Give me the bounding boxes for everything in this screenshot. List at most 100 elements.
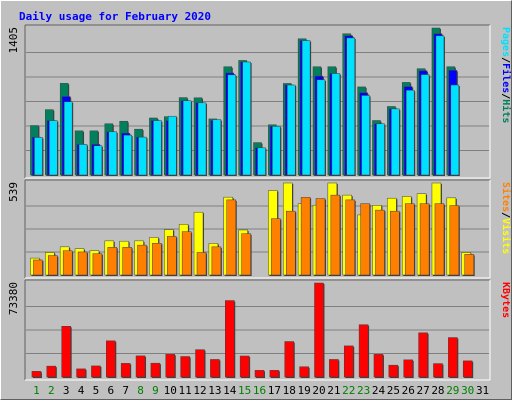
x-tick-label-day-1: 1	[33, 384, 40, 397]
x-tick-label-day-5: 5	[93, 384, 100, 397]
legend-text: KBytes	[500, 282, 511, 318]
bar-kbytes-day-12	[195, 349, 205, 378]
x-tick-label-day-29: 29	[446, 384, 459, 397]
x-tick-label-day-17: 17	[268, 384, 281, 397]
legend: Pages/Files/Hits	[500, 27, 512, 123]
bar-kbytes-day-14	[225, 300, 235, 378]
x-tick-label-day-23: 23	[357, 384, 370, 397]
bar-sites-day-19	[300, 197, 311, 276]
bar-sites-day-25	[390, 210, 400, 276]
bar-sites-day-23	[360, 203, 370, 276]
chart-title: Daily usage for February 2020	[19, 10, 211, 23]
bar-sites-day-10	[167, 236, 177, 276]
bar-pages-day-18	[286, 84, 296, 176]
x-tick-label-day-24: 24	[372, 384, 386, 397]
bar-pages-day-8	[138, 136, 147, 176]
x-tick-label-day-3: 3	[63, 384, 70, 397]
bar-sites-day-7	[122, 247, 132, 276]
bar-kbytes-day-10	[165, 354, 176, 378]
panel-1: 1405 Pages/Files/Hits	[7, 24, 512, 179]
bar-kbytes-day-21	[329, 359, 339, 378]
x-tick-label-day-18: 18	[283, 384, 296, 397]
bar-pages-day-10	[168, 115, 177, 176]
x-tick-label-day-27: 27	[416, 384, 429, 397]
x-tick-label-day-26: 26	[402, 384, 415, 397]
x-tick-label-day-25: 25	[387, 384, 400, 397]
legend-kbytes: KBytes	[500, 282, 511, 318]
legend-text: Pages/Files/Hits	[500, 27, 512, 123]
legend-sites: Sites	[500, 182, 512, 212]
bar-pages-day-4	[78, 144, 88, 176]
legend-files: Files	[500, 63, 512, 93]
x-tick-label-day-8: 8	[137, 384, 144, 397]
bar-kbytes-day-28	[433, 363, 443, 378]
x-tick-label-day-22: 22	[342, 384, 355, 397]
bar-pages-day-26	[405, 90, 415, 176]
bar-sites-day-13	[211, 246, 222, 276]
bar-pages-day-5	[93, 145, 103, 176]
x-tick-label-day-4: 4	[78, 384, 85, 397]
bar-kbytes-day-1	[31, 371, 42, 378]
bar-pages-day-27	[420, 74, 430, 176]
bar-kbytes-day-26	[403, 359, 413, 378]
x-tick-label-day-11: 11	[179, 384, 192, 397]
bar-kbytes-day-30	[462, 360, 473, 378]
bar-sites-day-22	[345, 199, 355, 276]
legend-hits: Hits	[500, 99, 512, 123]
bar-pages-day-23	[361, 95, 370, 176]
bar-pages-day-6	[108, 131, 118, 176]
bar-kbytes-day-2	[46, 365, 57, 378]
legend: Sites/Visits	[500, 182, 512, 254]
x-tick-label-day-31: 31	[476, 384, 489, 397]
bar-sites-day-1	[33, 259, 43, 276]
bar-pages-day-22	[346, 37, 355, 176]
x-tick-label-day-20: 20	[312, 384, 325, 397]
x-tick-label-day-15: 15	[238, 384, 251, 397]
bar-sites-day-11	[181, 231, 192, 276]
bar-pages-day-17	[272, 126, 281, 176]
y-axis-max-label: 73380	[7, 282, 20, 315]
bar-pages-day-28	[435, 35, 445, 176]
legend-pages: Pages	[500, 27, 511, 57]
bar-pages-day-2	[49, 120, 58, 176]
bar-pages-day-15	[242, 61, 251, 176]
legend-separator: /	[500, 93, 511, 99]
legend-separator: /	[500, 212, 511, 218]
bar-kbytes-day-5	[91, 365, 101, 378]
bar-kbytes-day-9	[150, 362, 161, 378]
bar-kbytes-day-8	[135, 355, 146, 378]
bar-kbytes-day-25	[388, 364, 399, 378]
bar-sites-day-27	[419, 203, 430, 276]
bar-kbytes-day-22	[343, 345, 354, 378]
bar-kbytes-day-7	[120, 363, 131, 378]
bar-kbytes-day-23	[358, 324, 369, 378]
bar-sites-day-24	[375, 209, 385, 276]
bar-kbytes-day-16	[254, 370, 265, 378]
x-tick-label-day-7: 7	[122, 384, 129, 397]
bar-sites-day-28	[434, 203, 445, 276]
panel-3: 73380 KBytes	[7, 279, 511, 381]
bar-kbytes-day-15	[239, 355, 250, 378]
bar-pages-day-20	[316, 79, 326, 176]
bar-kbytes-day-11	[180, 356, 190, 378]
bar-sites-day-12	[196, 252, 207, 276]
bar-sites-day-2	[48, 255, 58, 276]
bar-sites-day-17	[271, 218, 281, 276]
bar-pages-day-11	[182, 100, 192, 176]
bar-kbytes-day-3	[61, 326, 71, 378]
bar-pages-day-1	[34, 137, 43, 176]
bar-sites-day-8	[137, 244, 147, 276]
bar-pages-day-25	[391, 108, 400, 176]
bar-sites-day-29	[449, 205, 460, 276]
bar-pages-day-16	[257, 147, 266, 176]
bar-pages-day-13	[212, 119, 222, 176]
x-tick-label-day-12: 12	[193, 384, 206, 397]
bar-pages-day-9	[153, 120, 162, 176]
bar-sites-day-4	[77, 251, 88, 276]
x-tick-label-day-19: 19	[297, 384, 310, 397]
bar-kbytes-day-29	[448, 337, 458, 378]
bar-kbytes-day-19	[299, 366, 309, 378]
bar-pages-day-14	[227, 74, 237, 176]
bar-sites-day-30	[464, 254, 474, 276]
